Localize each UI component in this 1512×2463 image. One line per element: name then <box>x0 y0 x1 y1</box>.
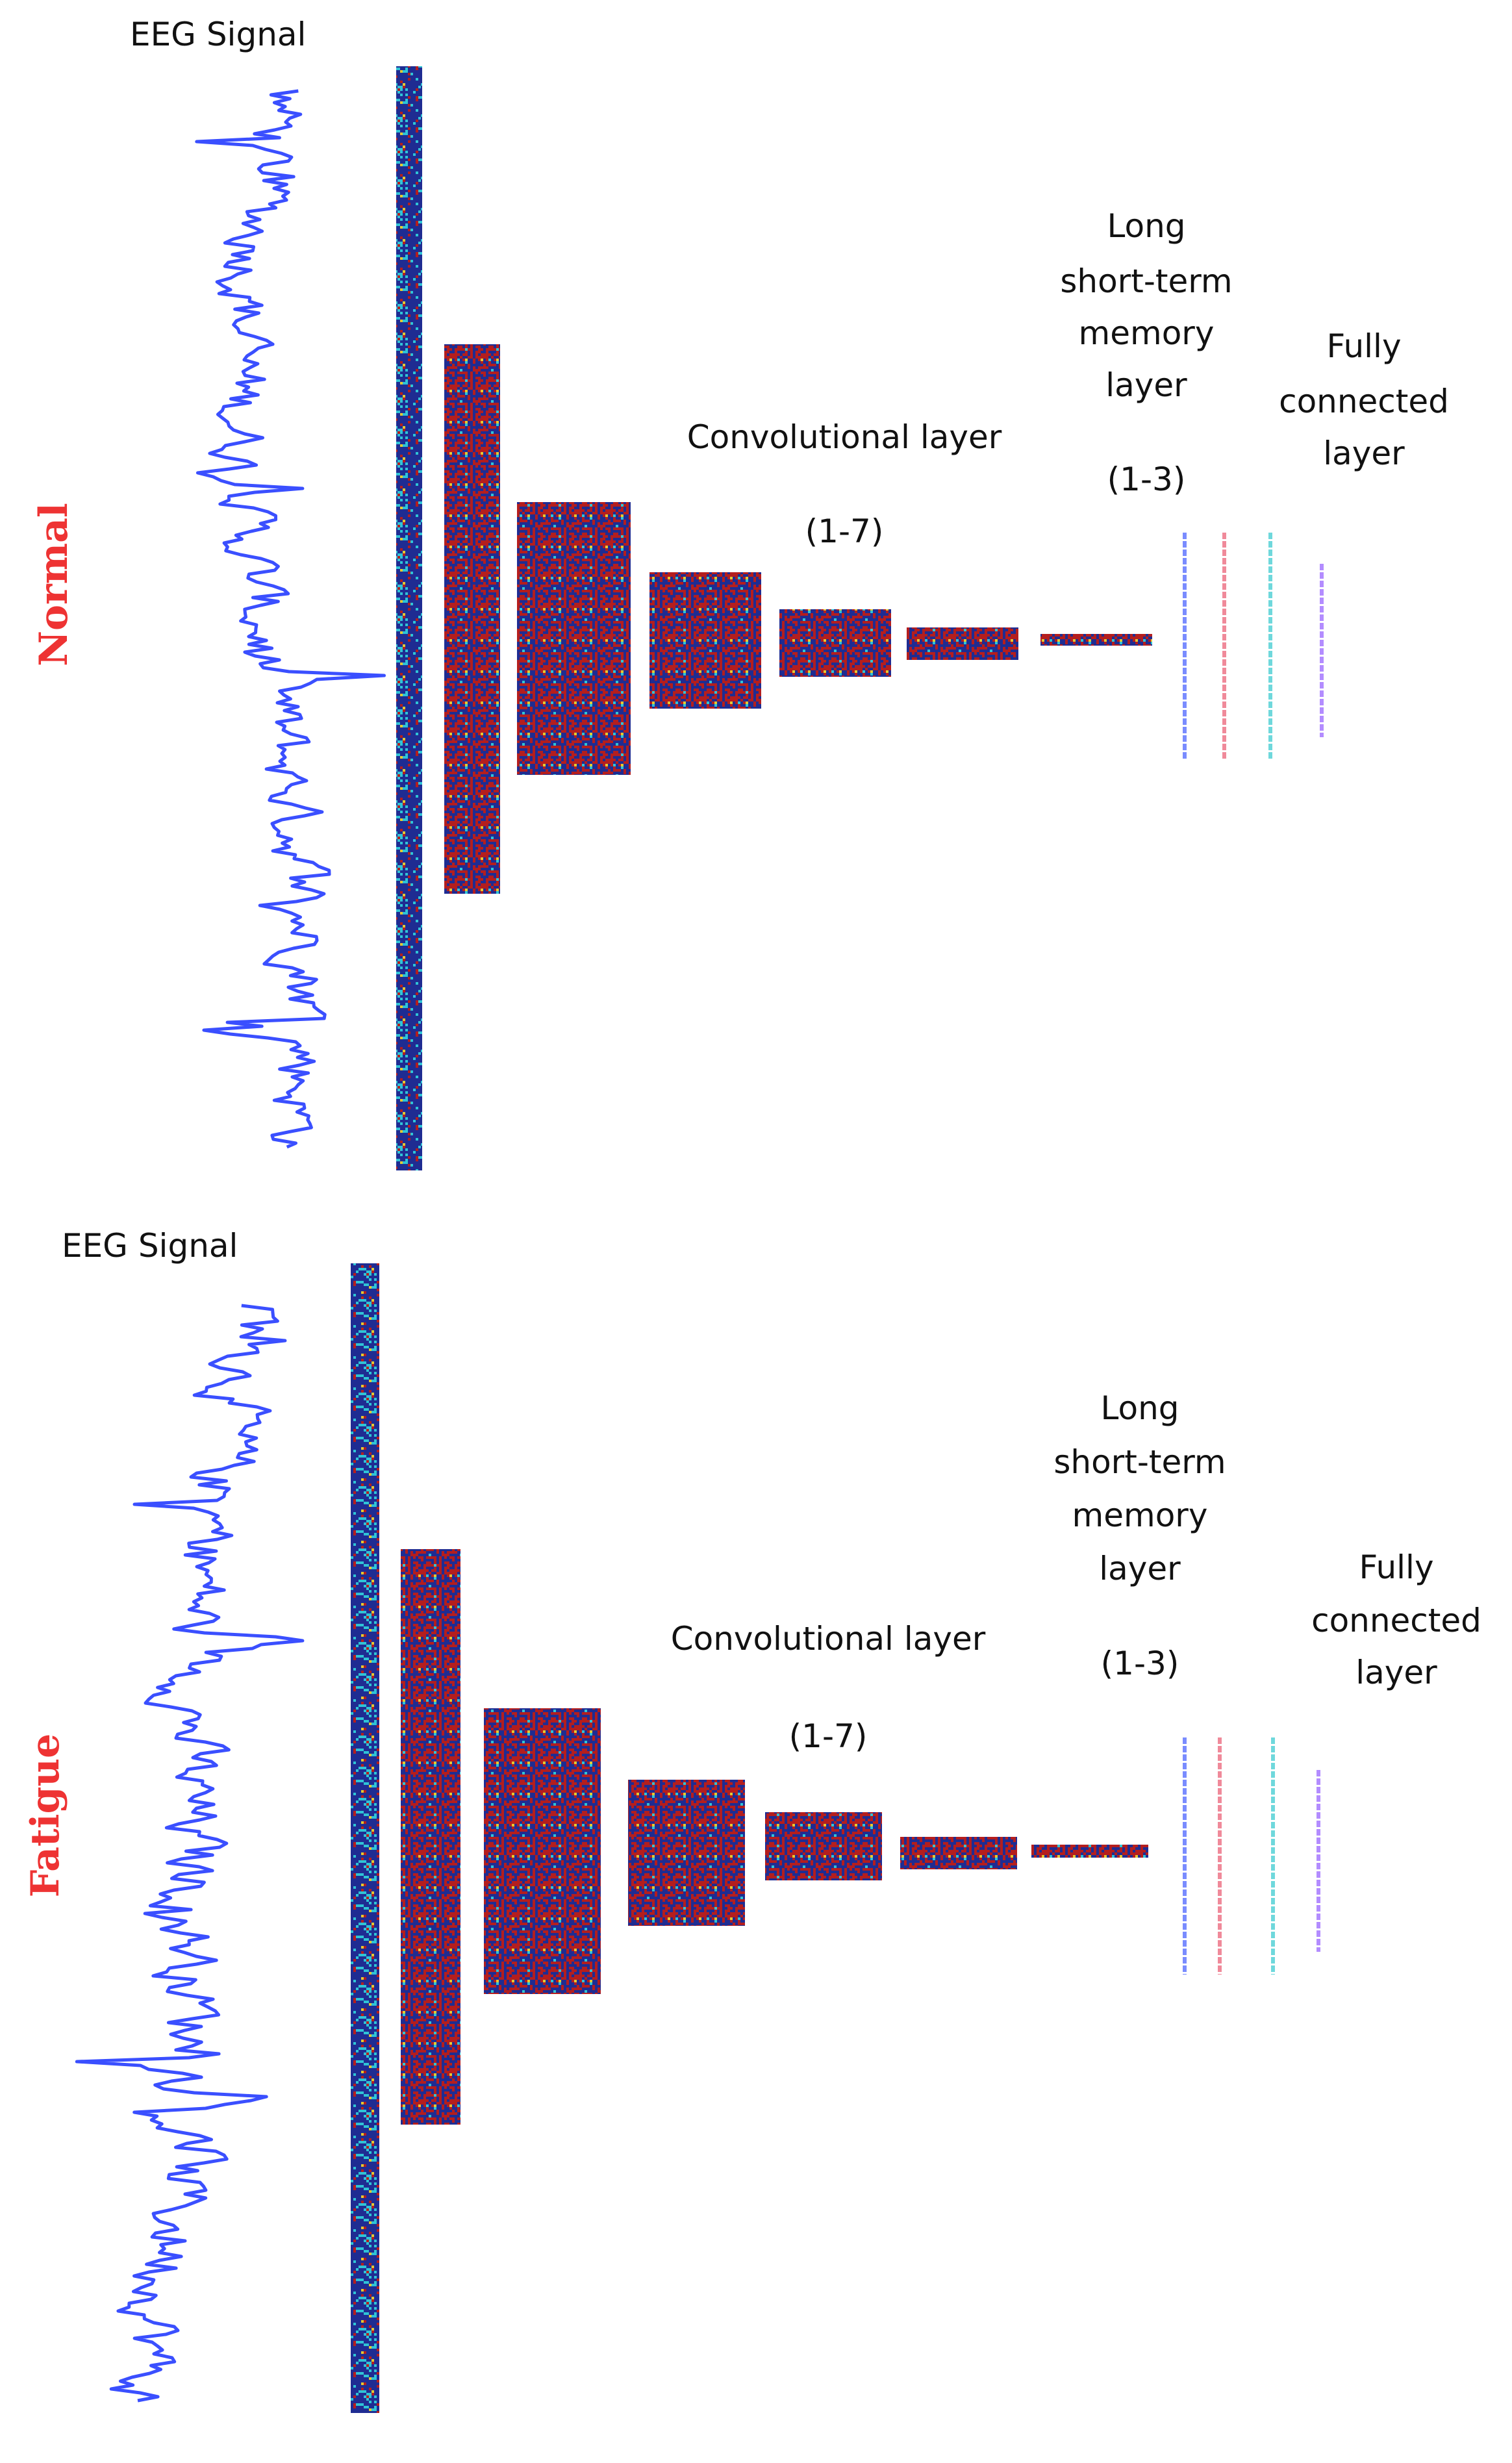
eeg-signal-label: EEG Signal <box>130 16 306 53</box>
feature-map-stack <box>396 66 1152 1170</box>
conv-feature-map <box>907 627 1018 660</box>
lstm-label-line-4: layer <box>1099 1550 1181 1587</box>
convolutional-layer-label: Convolutional layer <box>671 1620 986 1658</box>
convolutional-layer-label: Convolutional layer <box>687 418 1002 456</box>
conv-feature-map <box>484 1708 601 1994</box>
conv-feature-map <box>628 1780 745 1926</box>
fully-connected-label-line-3: layer <box>1323 435 1405 472</box>
conv-feature-map <box>649 572 761 709</box>
lstm-label-line-2: short-term <box>1060 262 1232 300</box>
feature-map-stack <box>351 1263 1148 2413</box>
fully-connected-label-line-1: Fully <box>1326 327 1401 365</box>
eeg-signal-trace <box>75 1304 305 2403</box>
lstm-label-line-1: Long <box>1101 1389 1179 1427</box>
lstm-layer-block <box>1031 1845 1148 1858</box>
panel-normal: Normal EEG Signal Convolutional layer (1… <box>31 16 1449 1170</box>
eeg-signal-label: EEG Signal <box>62 1227 238 1265</box>
fully-connected-lines <box>1183 533 1324 760</box>
fully-connected-label-line-2: connected <box>1279 383 1449 420</box>
fully-connected-lines <box>1183 1737 1320 1975</box>
conv-feature-map <box>401 1549 460 2125</box>
conv-feature-map <box>765 1812 882 1880</box>
normal-side-label: Normal <box>31 503 77 666</box>
fully-connected-label-line-1: Fully <box>1359 1548 1433 1586</box>
lstm-label-line-3: memory <box>1079 314 1215 352</box>
lstm-layer-range: (1-3) <box>1107 461 1186 498</box>
fatigue-side-label: Fatigue <box>23 1734 68 1897</box>
input-feature-map <box>351 1263 379 2413</box>
conv-feature-map <box>444 344 500 894</box>
lstm-label-line-3: memory <box>1072 1497 1208 1534</box>
lstm-layer-block <box>1040 634 1152 646</box>
lstm-label-line-4: layer <box>1105 366 1187 404</box>
convolutional-layer-range: (1-7) <box>805 512 884 550</box>
conv-feature-map <box>779 609 891 677</box>
fully-connected-label-line-3: layer <box>1355 1654 1437 1691</box>
conv-feature-map <box>900 1837 1017 1869</box>
lstm-layer-range: (1-3) <box>1101 1645 1179 1682</box>
lstm-label-line-2: short-term <box>1053 1443 1226 1481</box>
convolutional-layer-range: (1-7) <box>789 1717 868 1755</box>
fully-connected-label-line-2: connected <box>1311 1602 1481 1639</box>
input-feature-map <box>396 66 422 1170</box>
lstm-label-line-1: Long <box>1107 207 1186 245</box>
eeg-signal-trace <box>195 89 386 1149</box>
conv-feature-map <box>517 502 631 775</box>
panel-fatigue: Fatigue EEG Signal Convolutional layer (… <box>23 1227 1481 2413</box>
